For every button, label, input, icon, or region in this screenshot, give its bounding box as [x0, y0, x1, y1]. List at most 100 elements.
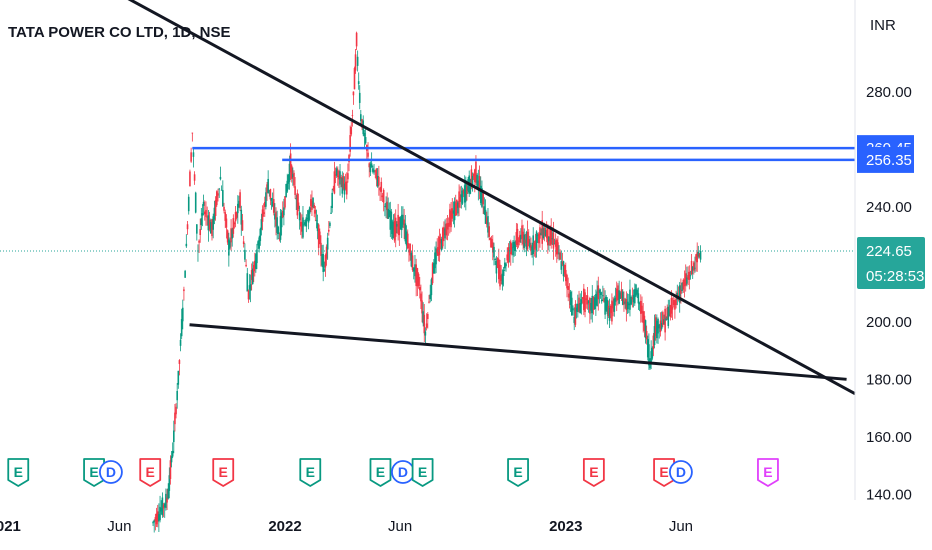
- candle-body: [451, 208, 454, 219]
- candle-body: [241, 220, 244, 231]
- price-axis[interactable]: 280.00240.00200.00180.00160.00140.00260.…: [854, 0, 925, 503]
- candle-body: [434, 252, 436, 269]
- candle-body: [311, 200, 313, 210]
- candle-body: [667, 306, 670, 326]
- candle-body: [518, 235, 521, 243]
- candle-body: [314, 210, 317, 214]
- candle-body: [160, 507, 163, 512]
- candle-body: [659, 320, 662, 332]
- earnings-event-marker[interactable]: E: [7, 458, 30, 487]
- candle-body: [197, 250, 199, 252]
- candle-body: [481, 188, 483, 207]
- candle-body: [168, 475, 171, 491]
- candle-body: [549, 225, 551, 246]
- candle-body: [257, 241, 259, 246]
- candle-body: [637, 293, 640, 304]
- candle-body: [190, 152, 192, 162]
- earnings-event-marker[interactable]: E: [212, 458, 235, 487]
- candle-body: [625, 299, 628, 311]
- candle-body: [364, 137, 367, 144]
- candle-body: [472, 173, 475, 177]
- candle-body: [271, 201, 274, 207]
- candle-body: [584, 292, 586, 313]
- earnings-event-marker[interactable]: E: [507, 458, 529, 487]
- candle-body: [603, 297, 605, 302]
- earnings-icon: [411, 458, 434, 487]
- candle-body: [457, 202, 459, 214]
- candle-body: [462, 189, 465, 194]
- candle-body: [187, 196, 190, 212]
- candle-body: [220, 189, 223, 191]
- candle-body: [574, 304, 577, 325]
- dividend-event-marker[interactable]: D: [391, 460, 415, 484]
- candle-body: [205, 209, 207, 217]
- candle-body: [357, 81, 360, 85]
- candle-body: [389, 210, 392, 230]
- earnings-event-marker[interactable]: E: [369, 458, 392, 487]
- earnings-icon: [7, 458, 30, 487]
- candle-body: [699, 251, 702, 260]
- candle-body: [326, 237, 329, 250]
- candle-body: [255, 254, 257, 270]
- candle-body: [351, 115, 354, 117]
- candle-body: [378, 176, 380, 186]
- lower-trendline: [189, 323, 847, 381]
- candle-body: [626, 301, 629, 310]
- candle-body: [260, 219, 263, 230]
- earnings-event-marker[interactable]: E: [299, 458, 322, 487]
- candle-body: [261, 209, 264, 222]
- candle-body: [310, 199, 312, 207]
- candle-body: [443, 227, 445, 236]
- candle-body: [259, 228, 262, 242]
- candle-body: [691, 267, 694, 271]
- earnings-event-marker[interactable]: E: [411, 458, 434, 487]
- candle-body: [459, 197, 462, 202]
- candle-body: [294, 186, 296, 195]
- candle-body: [183, 289, 185, 292]
- candle-body: [567, 286, 569, 290]
- candle-body: [545, 230, 548, 239]
- candle-body: [292, 174, 294, 177]
- candle-body: [623, 298, 625, 305]
- candle-body: [605, 296, 608, 311]
- earnings-event-marker[interactable]: E: [757, 458, 779, 487]
- dividend-event-marker[interactable]: D: [669, 460, 693, 484]
- y-tick-label: 140.00: [866, 486, 912, 503]
- event-letter: D: [106, 464, 116, 480]
- earnings-event-marker[interactable]: E: [83, 458, 105, 487]
- x-tick-label: 2022: [268, 518, 301, 535]
- candle-body: [263, 201, 266, 207]
- candle-body: [392, 222, 395, 239]
- candle-body: [186, 224, 189, 230]
- candle-body: [196, 224, 198, 234]
- candle-body: [214, 200, 217, 216]
- candle-body: [272, 199, 275, 213]
- candle-body: [335, 168, 338, 176]
- candle-body: [230, 228, 232, 243]
- earnings-event-marker[interactable]: E: [139, 458, 162, 487]
- level-price-badge: [857, 146, 914, 173]
- candle-body: [179, 339, 182, 346]
- event-letter: E: [89, 464, 98, 480]
- event-letter: E: [146, 464, 155, 480]
- earnings-icon: [299, 458, 322, 487]
- time-axis[interactable]: 2021 Jun 2022 Jun 2023 Jun: [0, 518, 693, 535]
- candle-body: [456, 199, 458, 208]
- candle-body: [295, 198, 298, 200]
- candle-body: [207, 215, 210, 231]
- candle-body: [476, 174, 478, 188]
- candle-body: [470, 169, 473, 187]
- candle-body: [384, 206, 386, 208]
- candle-body: [320, 242, 322, 256]
- earnings-event-marker[interactable]: E: [653, 458, 675, 487]
- y-tick-label: 160.00: [866, 429, 912, 446]
- candle-body: [233, 222, 236, 225]
- candle-body: [301, 222, 303, 232]
- candle-body: [495, 261, 498, 274]
- dividend-event-marker[interactable]: D: [99, 460, 123, 484]
- earnings-event-marker[interactable]: E: [582, 458, 605, 487]
- candle-body: [414, 264, 416, 277]
